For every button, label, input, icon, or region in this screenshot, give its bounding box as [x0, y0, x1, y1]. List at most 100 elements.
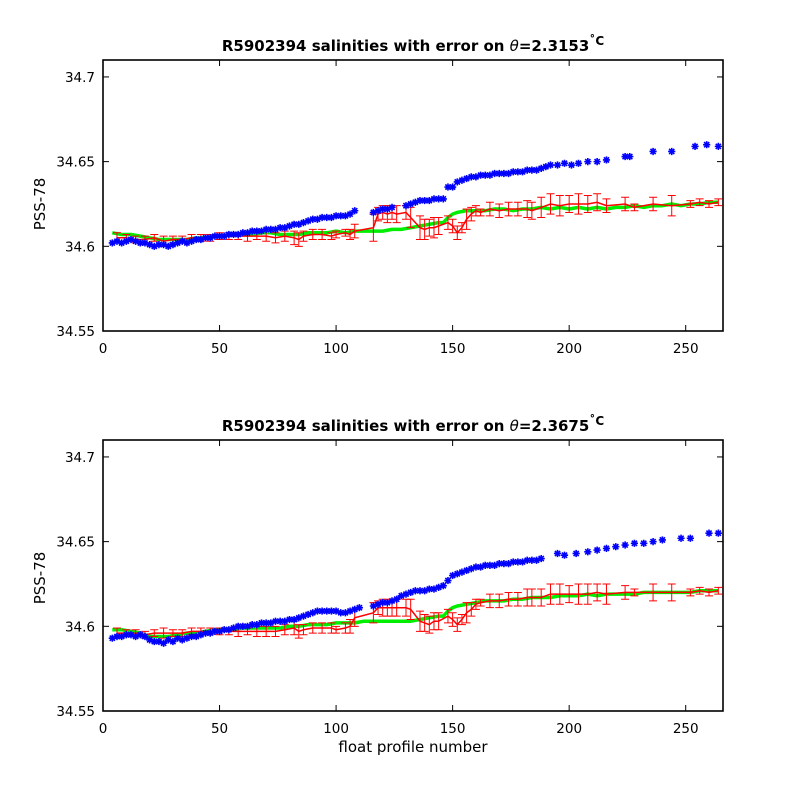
mapped-salinity-marker — [402, 202, 410, 210]
error-bar — [271, 625, 280, 637]
mapped-salinity-marker — [649, 147, 657, 156]
mapped-salinity-marker — [486, 171, 494, 179]
mapped-salinity-marker — [553, 161, 562, 169]
mapped-salinity-marker — [122, 631, 130, 639]
mapped-salinity-marker — [668, 147, 676, 156]
mapped-salinity-marker — [714, 142, 722, 150]
mapped-salinity-marker — [323, 213, 331, 222]
mapped-salinity-marker — [309, 215, 317, 223]
mapped-salinity-marker — [318, 607, 326, 615]
mapped-salinity-marker — [640, 539, 648, 547]
mapped-salinity-marker — [253, 621, 261, 629]
mapped-salinity-marker — [612, 543, 620, 551]
mapped-salinity-marker — [248, 227, 256, 235]
bottom-panel: R5902394 salinities with error on θ=2.36… — [31, 413, 724, 756]
mapped-salinity-marker — [518, 558, 527, 566]
mapped-salinity-marker — [276, 617, 284, 625]
error-bar — [555, 195, 564, 217]
error-bar — [308, 622, 317, 634]
bottom-panel-title: R5902394 salinities with error on θ=2.36… — [222, 413, 604, 435]
mapped-salinity-marker — [253, 227, 261, 235]
mapped-salinity-marker — [572, 549, 580, 558]
x-tick-label: 150 — [440, 721, 466, 737]
mapped-salinity-marker — [476, 171, 485, 179]
error-bar — [583, 195, 592, 213]
mapped-salinity-marker — [553, 549, 562, 558]
mapped-salinity-marker — [187, 632, 196, 641]
mapped-salinity-marker — [178, 237, 186, 245]
mapped-salinity-marker — [229, 230, 238, 239]
error-bar — [667, 195, 676, 217]
error-bar — [555, 583, 564, 605]
error-bar — [649, 196, 658, 212]
mapped-salinity-marker — [169, 637, 177, 646]
mapped-salinity-marker — [472, 563, 480, 571]
mapped-salinity-marker — [495, 169, 503, 178]
bottom-panel-plot-area — [102, 439, 724, 712]
error-bar — [318, 228, 327, 241]
mapped-salinity-marker — [476, 563, 485, 571]
mapped-salinity-marker — [155, 637, 163, 646]
top-panel-plot-area — [102, 59, 724, 332]
mapped-salinity-marker — [509, 168, 517, 176]
error-bar — [504, 201, 513, 217]
mapped-salinity-marker — [514, 168, 522, 176]
mapped-salinity-marker — [593, 546, 601, 554]
error-bar — [537, 588, 546, 607]
y-tick-label: 34.65 — [56, 535, 95, 551]
error-bar — [602, 583, 611, 605]
mapped-salinity-marker — [257, 619, 266, 627]
mapped-salinity-marker — [295, 614, 303, 622]
mapped-salinity-marker — [276, 224, 284, 232]
mapped-salinity-marker — [220, 232, 228, 240]
mapped-salinity-marker — [313, 607, 322, 615]
mapped-salinity-marker — [421, 196, 429, 205]
error-bar — [565, 585, 574, 604]
mapped-salinity-marker — [649, 538, 657, 546]
error-bar — [299, 624, 308, 636]
mapped-salinity-marker — [374, 600, 382, 608]
x-tick-label: 0 — [99, 341, 108, 357]
mapped-salinity-marker — [160, 241, 168, 249]
mapped-salinity-marker — [132, 237, 140, 245]
mapped-salinity-marker — [402, 590, 410, 598]
mapped-salinity-marker — [332, 212, 340, 220]
mapped-salinity-marker — [243, 622, 252, 630]
error-bar — [425, 218, 434, 237]
mapped-salinity-marker — [271, 225, 280, 233]
mapped-salinity-marker — [127, 235, 135, 244]
error-bar — [523, 200, 532, 219]
mapped-salinity-marker — [425, 585, 433, 593]
error-bar — [695, 198, 704, 207]
mapped-salinity-marker — [528, 166, 536, 174]
error-bar — [290, 230, 299, 246]
mapped-salinity-marker — [518, 168, 527, 176]
mapped-salinity-marker — [444, 576, 452, 585]
error-bar — [476, 598, 485, 607]
error-bar — [332, 230, 341, 239]
error-bar — [448, 218, 457, 234]
error-bar — [294, 232, 303, 247]
mapped-salinity-marker — [453, 570, 461, 578]
y-tick-label: 34.7 — [65, 450, 95, 466]
error-bar — [308, 228, 317, 241]
mapped-salinity-marker — [267, 619, 275, 627]
mapped-salinity-marker — [341, 212, 350, 220]
mapped-salinity-marker — [411, 587, 419, 595]
mapped-salinity-marker — [425, 196, 433, 205]
mapped-salinity-marker — [621, 152, 629, 161]
error-bar — [574, 583, 583, 605]
mapped-salinity-marker — [281, 617, 289, 625]
mapped-salinity-marker — [658, 536, 666, 544]
mapped-salinity-marker — [532, 556, 541, 564]
mapped-salinity-marker — [383, 205, 391, 213]
mapped-salinity-marker — [449, 571, 457, 580]
mapped-salinity-marker — [458, 176, 466, 184]
top-panel-x-ticks: 0 50 100 150 200 250 — [99, 60, 699, 357]
mapped-salinity-marker — [677, 534, 685, 542]
top-panel-title: R5902394 salinities with error on θ=2.31… — [222, 33, 604, 55]
mapped-salinity-marker — [146, 636, 154, 644]
mapped-salinity-marker — [584, 548, 592, 556]
mapped-salinity-marker — [374, 207, 382, 215]
mapped-salinity-marker — [509, 558, 517, 566]
